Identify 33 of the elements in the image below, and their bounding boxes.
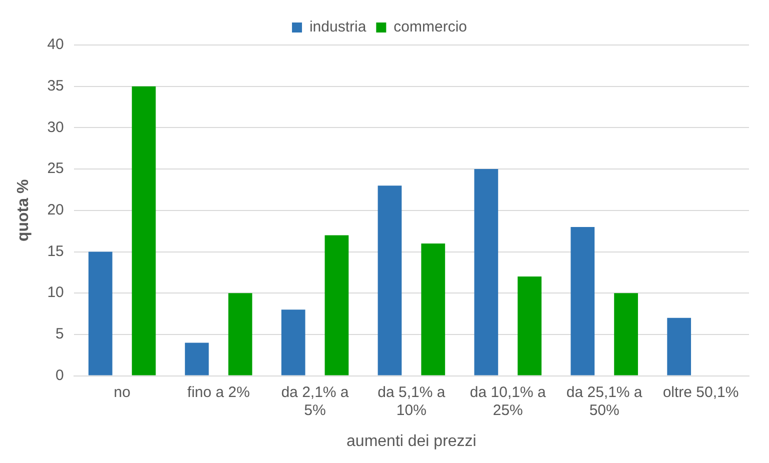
y-tick-label: 10 xyxy=(47,284,64,302)
x-tick-label: da 25,1% a 50% xyxy=(566,384,643,419)
x-tick-label: da 10,1% a 25% xyxy=(470,384,546,419)
y-tick-label: 40 xyxy=(47,36,64,54)
y-tick-label: 5 xyxy=(56,326,64,343)
bar xyxy=(667,318,692,376)
bar xyxy=(614,293,638,376)
bar xyxy=(281,310,306,376)
x-axis-title: aumenti dei prezzi xyxy=(346,432,476,450)
bar xyxy=(378,186,402,376)
bar xyxy=(421,243,446,376)
bar xyxy=(88,252,112,376)
bar xyxy=(184,342,209,376)
x-tick-label: no xyxy=(114,384,130,401)
y-tick-label: 30 xyxy=(47,118,64,136)
x-tick-label: fino a 2% xyxy=(187,384,250,401)
bar xyxy=(570,226,595,376)
x-tick-label: oltre 50,1% xyxy=(662,384,739,401)
y-tick-label: 35 xyxy=(47,77,64,94)
legend-label: industria xyxy=(309,18,367,36)
bar xyxy=(324,235,349,376)
y-axis-title: quota % xyxy=(15,179,32,242)
bar xyxy=(518,276,542,376)
bar xyxy=(228,293,252,376)
x-tick-label: da 5,1% a 10% xyxy=(378,384,446,419)
y-tick-label: 25 xyxy=(47,160,64,178)
y-tick-label: 0 xyxy=(56,366,64,384)
legend-label: commercio xyxy=(394,18,468,36)
bar xyxy=(132,86,156,376)
y-tick-label: 15 xyxy=(47,242,64,260)
x-tick-label: da 2,1% a 5% xyxy=(281,384,350,419)
y-tick-label: 20 xyxy=(47,202,64,219)
bar xyxy=(474,169,498,376)
